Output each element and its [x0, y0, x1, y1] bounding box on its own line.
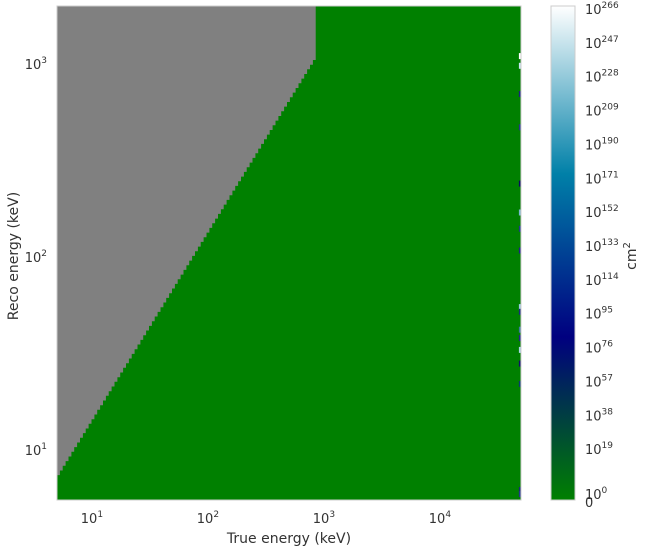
empty-region	[57, 6, 316, 480]
x-axis-label: True energy (keV)	[226, 531, 351, 547]
colorbar-tick-label: 10209	[585, 103, 619, 120]
colorbar-tick-label: 1019	[585, 441, 613, 458]
colorbar-gradient	[550, 5, 576, 501]
edge-column	[518, 53, 521, 498]
heatmap-plot	[57, 6, 521, 500]
edge-cell	[518, 487, 521, 493]
edge-cell	[518, 335, 521, 342]
colorbar-tick-label: 1095	[585, 306, 613, 323]
colorbar-tick-label: 10228	[585, 69, 619, 86]
edge-cell	[518, 124, 521, 131]
edge-cell	[518, 62, 521, 69]
x-tick-label: 102	[197, 510, 219, 527]
colorbar-tick-label: 10114	[585, 272, 619, 289]
x-axis: 101 102 103 104	[81, 510, 452, 527]
edge-cell	[518, 209, 521, 216]
colorbar-tick-label: 10133	[585, 238, 619, 255]
x-tick-label: 104	[429, 510, 452, 527]
x-tick-label: 101	[81, 510, 103, 527]
y-axis-label: Reco energy (keV)	[6, 192, 22, 320]
colorbar-tick-label: 1057	[585, 373, 613, 390]
edge-cell	[518, 360, 521, 367]
y-tick-label: 102	[25, 249, 47, 266]
colorbar-tick-label: 1038	[585, 407, 613, 424]
y-tick-label: 103	[25, 56, 47, 73]
colorbar-tick-label: 10171	[585, 170, 619, 187]
colorbar-tick-label: 10190	[585, 136, 619, 153]
colorbar-tick-label: 1076	[585, 340, 613, 357]
y-axis: 101 102 103	[25, 56, 47, 459]
edge-cell	[518, 247, 521, 254]
colorbar: 100 1019 1038 1057 1076 1095 10114 10133 10152 10…	[550, 1, 640, 511]
y-tick-label: 101	[25, 442, 47, 459]
x-tick-label: 103	[313, 510, 335, 527]
edge-cell	[518, 304, 521, 311]
edge-cell	[518, 53, 521, 60]
colorbar-label: cm2	[622, 242, 640, 270]
edge-cell	[518, 380, 521, 387]
edge-cell	[518, 225, 521, 232]
edge-cell	[518, 491, 521, 498]
colorbar-tick-label: 10266	[585, 1, 619, 18]
plot-frame	[56, 5, 522, 501]
edge-cell	[518, 308, 521, 315]
colorbar-tick-label: 10247	[585, 35, 619, 52]
edge-cell	[518, 180, 521, 187]
colorbar-tick-label: 100	[585, 486, 608, 503]
colorbar-extra-tick: 0	[585, 496, 593, 511]
colorbar-tick-label: 10152	[585, 204, 619, 221]
edge-cell	[518, 326, 521, 333]
edge-cell	[518, 91, 521, 97]
edge-cell	[518, 346, 521, 353]
colorbar-ticks: 100 1019 1038 1057 1076 1095 10114 10133 10152 10…	[585, 1, 619, 511]
